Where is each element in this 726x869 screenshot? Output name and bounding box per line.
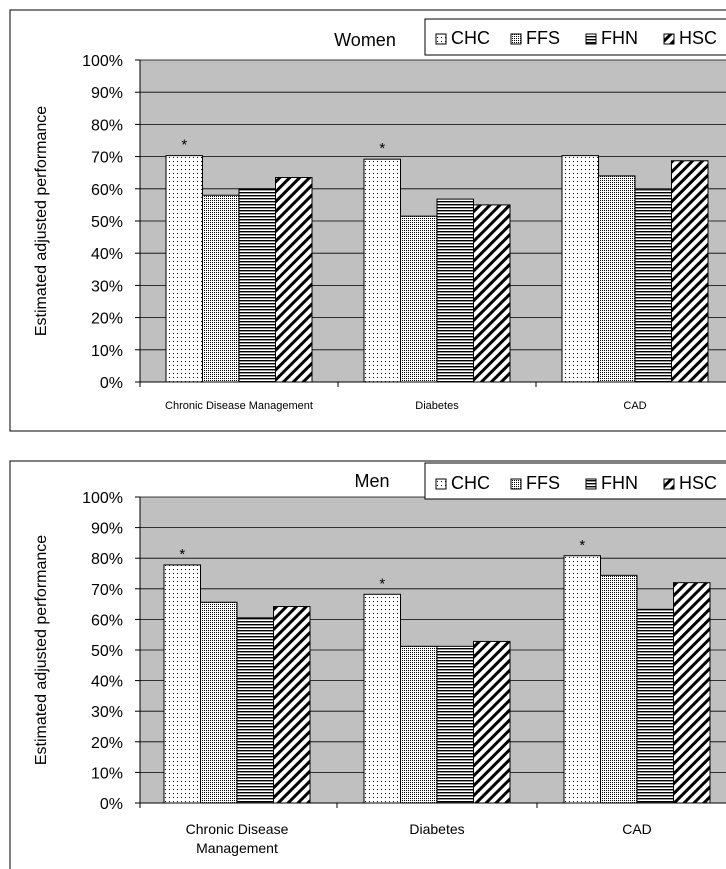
legend: CHC FFS FHN HSC <box>424 462 726 500</box>
y-tick-label: 40% <box>91 674 123 691</box>
y-tick-label: 20% <box>91 311 123 328</box>
y-tick-label: 70% <box>91 150 123 167</box>
legend: CHC FFS FHN HSC <box>424 18 726 56</box>
y-tick-label: 40% <box>91 246 123 263</box>
x-tick-label: Diabetes <box>409 821 464 837</box>
y-tick-label: 50% <box>91 643 123 660</box>
bar-ffs-2 <box>598 175 636 383</box>
x-tick-label: Diabetes <box>415 400 459 412</box>
y-tick-label: 0% <box>100 796 123 813</box>
legend-label-hsc: HSC <box>679 28 717 48</box>
y-tick-label: 80% <box>91 551 123 568</box>
bar-chc-2 <box>563 555 601 804</box>
bar-hsc-2 <box>673 582 711 804</box>
chart-title: Men <box>354 471 389 491</box>
bar-fhn-2 <box>634 189 672 383</box>
bar-hsc-2 <box>671 160 709 383</box>
legend-swatch-fhn <box>585 33 597 45</box>
legend-swatch-hsc <box>663 33 675 45</box>
y-tick-label: 60% <box>91 182 123 199</box>
y-tick-label: 10% <box>91 765 123 782</box>
bar-chc-2 <box>561 155 599 383</box>
chart-panel-men: 0% 10% 20% 30% 40% 50% 60% 70% 80% 90% 100% Estimat… <box>9 460 726 869</box>
bar-ffs-0 <box>200 601 238 804</box>
bar-ffs-2 <box>600 574 638 804</box>
bar-ffs-1 <box>400 215 438 383</box>
bar-chc-0 <box>163 564 201 804</box>
legend-label-ffs: FFS <box>526 473 560 493</box>
bar-ffs-1 <box>400 645 438 804</box>
bar-chc-1 <box>363 158 401 383</box>
bar-fhn-1 <box>436 645 474 804</box>
legend-label-ffs: FFS <box>526 28 560 48</box>
x-tick-label: CAD <box>622 821 652 837</box>
bar-fhn-1 <box>436 198 474 383</box>
significance-marker: * <box>379 575 385 592</box>
bar-hsc-0 <box>273 606 311 804</box>
x-tick-label: Management <box>196 840 278 856</box>
y-tick-label: 30% <box>91 704 123 721</box>
y-tick-label: 90% <box>91 85 123 102</box>
y-tick-label: 80% <box>91 117 123 134</box>
legend-label-fhn: FHN <box>601 473 638 493</box>
bar-fhn-2 <box>636 608 674 804</box>
legend-box <box>424 462 726 500</box>
bar-fhn-0 <box>236 617 274 804</box>
legend-label-hsc: HSC <box>679 473 717 493</box>
chart-panel-women: 0% 10% 20% 30% 40% 50% 60% 70% 80% 90% 100% Estimat… <box>9 9 726 432</box>
significance-marker: * <box>179 546 185 563</box>
x-tick-label: Chronic Disease Management <box>165 400 313 412</box>
y-tick-label: 100% <box>82 490 123 507</box>
bar-hsc-0 <box>275 177 313 383</box>
y-tick-label: 30% <box>91 278 123 295</box>
legend-swatch-hsc <box>663 478 675 490</box>
legend-label-chc: CHC <box>451 28 490 48</box>
bar-ffs-0 <box>202 194 240 383</box>
y-tick-label: 60% <box>91 612 123 629</box>
bar-chc-0 <box>165 155 203 383</box>
legend-label-fhn: FHN <box>601 28 638 48</box>
y-tick-label: 90% <box>91 521 123 538</box>
legend-label-chc: CHC <box>451 473 490 493</box>
legend-swatch-fhn <box>585 478 597 490</box>
x-tick-label: Chronic Disease <box>186 821 289 837</box>
y-tick-label: 20% <box>91 735 123 752</box>
bar-hsc-1 <box>473 204 511 383</box>
x-tick-label: CAD <box>623 400 646 412</box>
bar-fhn-0 <box>238 188 276 383</box>
legend-swatch-ffs <box>510 33 522 45</box>
y-tick-label: 0% <box>100 375 123 392</box>
y-tick-label: 100% <box>82 53 123 70</box>
bar-hsc-1 <box>473 640 511 804</box>
legend-swatch-chc <box>435 33 447 45</box>
y-axis-label: Estimated adjusted performance <box>33 106 50 336</box>
legend-swatch-ffs <box>510 478 522 490</box>
y-tick-label: 70% <box>91 582 123 599</box>
legend-box <box>424 18 726 56</box>
chart-title: Women <box>334 30 396 50</box>
y-tick-label: 50% <box>91 214 123 231</box>
bar-chc-1 <box>363 593 401 804</box>
significance-marker: * <box>181 137 187 154</box>
legend-swatch-chc <box>435 478 447 490</box>
y-tick-label: 10% <box>91 343 123 360</box>
significance-marker: * <box>379 140 385 157</box>
y-axis-label: Estimated adjusted performance <box>33 535 50 765</box>
significance-marker: * <box>579 537 585 554</box>
